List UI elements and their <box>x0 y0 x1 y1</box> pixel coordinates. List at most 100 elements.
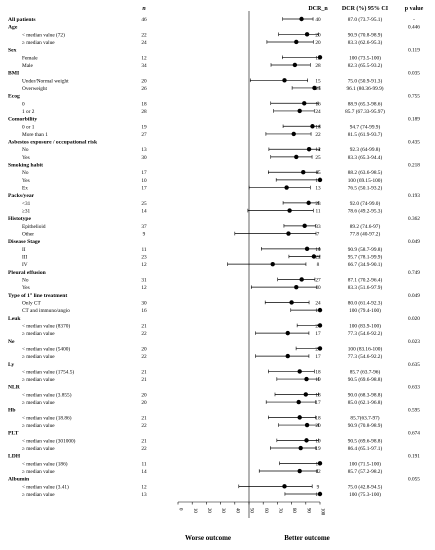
x-tick-label: 50 <box>249 508 254 513</box>
n-value: 30 <box>141 300 147 306</box>
subgroup-label: < median value (5400) <box>22 345 70 352</box>
group-label: Pleural effusion <box>8 270 47 276</box>
point-estimate <box>291 131 296 137</box>
point-estimate <box>304 32 310 37</box>
point-estimate <box>317 346 323 351</box>
n-value: 21 <box>141 415 147 421</box>
n-value: 11 <box>141 247 146 253</box>
point-estimate <box>302 101 307 106</box>
group-label: Sex <box>8 48 17 54</box>
n-value: 46 <box>141 17 147 23</box>
group-label: Asbestos exposure / occupational risk <box>8 140 98 146</box>
point-estimate <box>294 39 299 45</box>
dcr-n-value: 20 <box>315 40 321 46</box>
subgroup-label: Other <box>22 232 34 238</box>
dcr-n-value: 25 <box>315 86 321 92</box>
subgroup-label: ≥ median value <box>22 423 55 429</box>
p-value: 0.674 <box>408 431 420 437</box>
n-value: 14 <box>141 469 147 475</box>
dcr-ci-value: 100 (69.15-100) <box>348 177 383 184</box>
p-value: 0.049 <box>408 239 420 245</box>
subgroup-label: < median value (18.86) <box>22 414 72 421</box>
n-value: 21 <box>141 438 147 444</box>
p-value: 0.218 <box>408 163 420 169</box>
dcr-ci-value: 88.2 (63.6-98.5) <box>348 169 383 176</box>
header-dcr-n: DCR_n <box>308 6 328 12</box>
point-estimate <box>287 208 292 213</box>
group-label: Ly <box>8 362 14 368</box>
n-value: 28 <box>141 109 147 115</box>
dcr-n-value: 8 <box>317 262 320 268</box>
subgroup-label: II <box>22 247 26 253</box>
point-estimate <box>285 330 290 336</box>
dcr-ci-value: 75.0 (50.9-91.3) <box>348 77 383 84</box>
n-value: 12 <box>141 262 147 268</box>
dcr-ci-value: 83.3 (51.6-97.9) <box>348 284 383 291</box>
dcr-ci-value: 83.3 (65.3-94.4) <box>348 154 383 161</box>
dcr-ci-value: 81.5 (61.9-93.7) <box>348 131 383 138</box>
n-value: 21 <box>141 369 147 375</box>
subgroup-label: Epithelioid <box>22 224 46 230</box>
dcr-ci-value: 77.3 (54.6-92.2) <box>348 353 383 360</box>
n-value: 20 <box>141 346 147 352</box>
group-label: Ne <box>8 339 15 345</box>
dcr-ci-value: 100 (75.3-100) <box>349 491 381 498</box>
group-label: Smoking habit <box>8 163 43 169</box>
n-value: 22 <box>141 446 147 452</box>
n-value: 13 <box>141 147 147 153</box>
dcr-ci-value: 86.4 (65.1-97.1) <box>348 445 383 452</box>
dcr-n-value: 9 <box>317 484 320 490</box>
n-value: 22 <box>141 354 147 360</box>
dcr-n-value: 10 <box>315 285 321 291</box>
point-estimate <box>317 323 323 328</box>
subgroup-label: No <box>22 147 29 153</box>
rows-layer: All patients 46 40 87.0 (73.7-95.1) - Age 0.44… <box>8 11 420 518</box>
point-estimate <box>304 376 309 382</box>
n-value: 34 <box>141 63 147 69</box>
dcr-ci-value: 100 (73.5-100) <box>349 54 381 61</box>
subgroup-label: < median value (3.855) <box>22 391 72 398</box>
n-value: 13 <box>141 492 147 498</box>
group-label: Hb <box>8 408 15 414</box>
subgroup-label: < median value (3.41) <box>22 483 69 490</box>
x-tick-label: 60 <box>263 508 268 513</box>
p-value: 0.023 <box>408 339 420 345</box>
subgroup-label: ≥ median value <box>22 354 55 360</box>
n-value: 12 <box>141 55 147 61</box>
n-value: 30 <box>141 155 147 161</box>
p-value: 0.755 <box>408 94 420 100</box>
point-estimate <box>299 277 304 282</box>
point-estimate <box>297 415 302 420</box>
n-value: 10 <box>141 178 147 184</box>
subgroup-label: ≥ median value <box>22 331 55 337</box>
footer-better-outcome: Better outcome <box>284 534 330 542</box>
p-value: 0.193 <box>408 193 420 199</box>
subgroup-label: ≥ median value <box>22 492 55 498</box>
n-value: 18 <box>141 101 147 107</box>
p-value: 0.435 <box>408 140 420 146</box>
dcr-ci-value: 92.0 (74-99.0) <box>350 200 381 207</box>
dcr-ci-value: 92.3 (64-99.8) <box>350 146 381 153</box>
dcr-ci-value: 76.5 (50.1-93.2) <box>348 185 383 192</box>
dcr-n-value: 28 <box>315 63 321 69</box>
group-label: All patients <box>8 17 36 23</box>
point-estimate <box>317 307 323 313</box>
dcr-n-value: 10 <box>315 247 321 253</box>
point-estimate <box>292 62 298 68</box>
p-value: 0.049 <box>408 293 420 299</box>
dcr-ci-value: 100 (83.9-100) <box>349 322 381 329</box>
n-value: 20 <box>141 392 147 398</box>
point-estimate <box>304 438 309 443</box>
point-estimate <box>299 16 304 22</box>
n-value: 17 <box>141 170 147 176</box>
p-value: 0.119 <box>408 48 420 54</box>
group-label: Comorbility <box>8 117 37 123</box>
x-tick-label: 0 <box>178 508 183 511</box>
subgroup-label: ≥ median value <box>22 377 55 383</box>
dcr-n-value: 11 <box>315 209 320 215</box>
point-estimate <box>312 85 317 91</box>
dcr-ci-value: 82.3 (65.5-93.2) <box>348 62 383 69</box>
subgroup-label: More than 1 <box>22 132 48 138</box>
n-value: 22 <box>141 32 147 38</box>
dcr-n-value: 17 <box>315 331 321 337</box>
